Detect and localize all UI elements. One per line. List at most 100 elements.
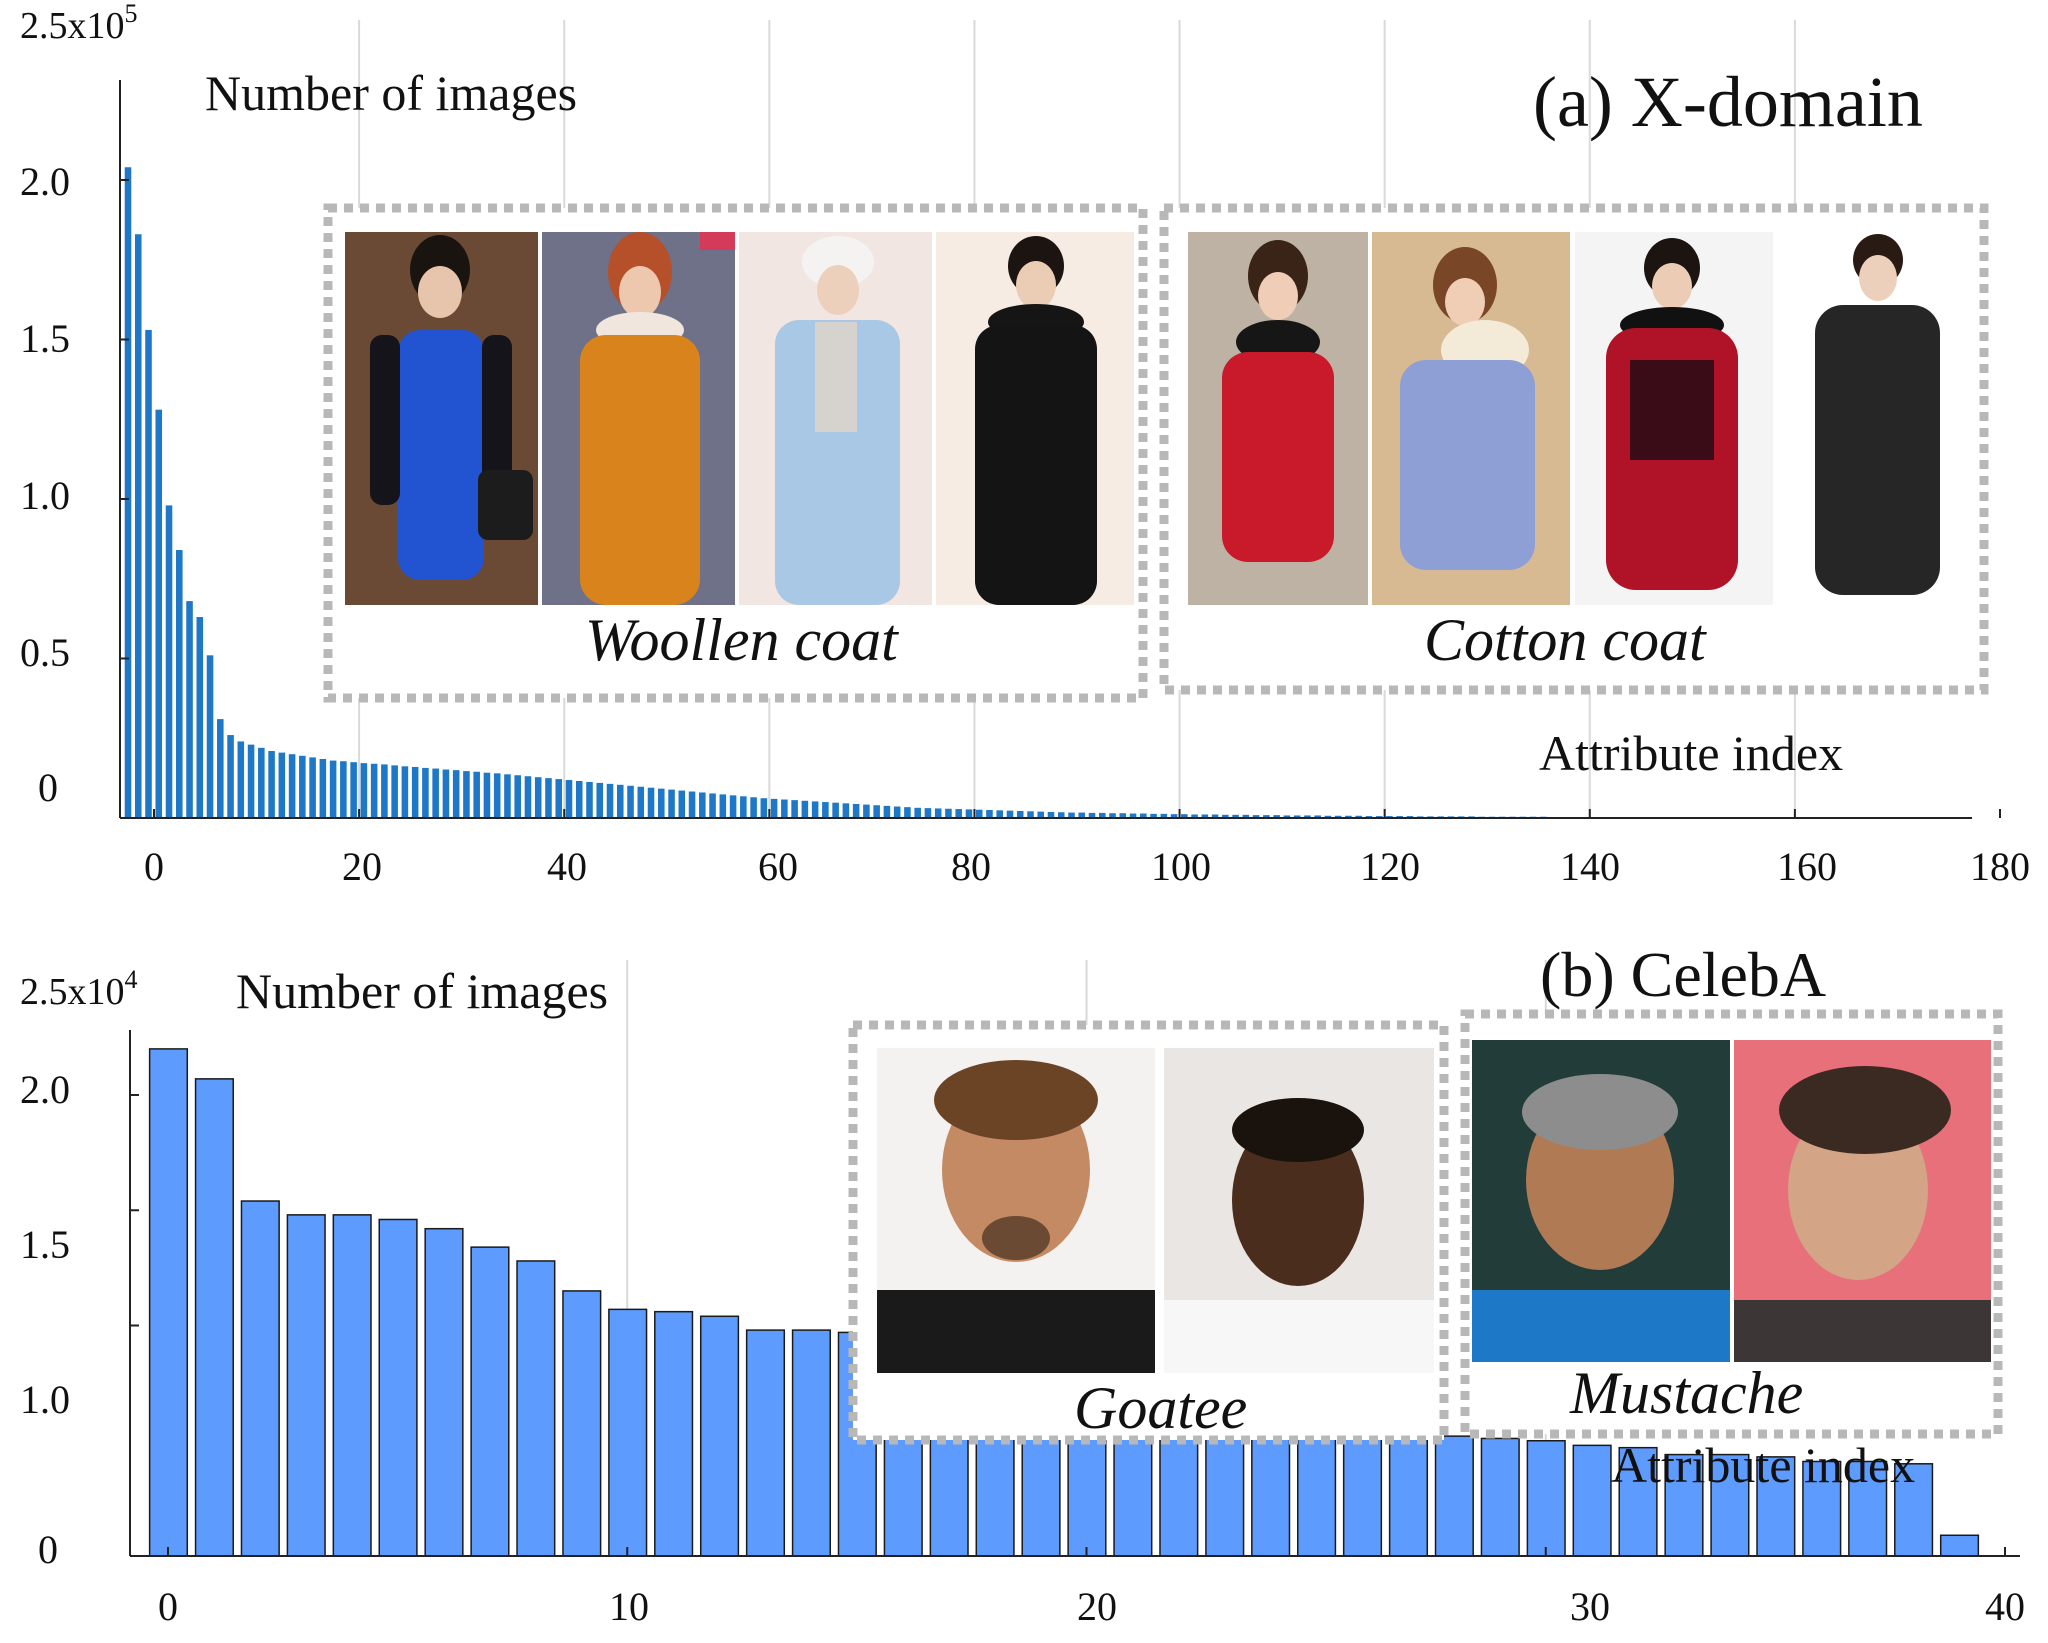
panel-b-bar [424,1227,464,1557]
panel-a-bar [1304,815,1311,818]
panel-a-bar [781,799,788,818]
panel-b-bar [148,1048,189,1557]
panel-a-bar [883,805,891,818]
light-blue-coat-photo [739,232,932,605]
panel-a-bar [986,810,993,818]
panel-a-title: (a) X-domain [1533,62,1923,142]
panel-a-bar [1263,815,1270,818]
cotton-coat-thumbnails [1188,232,1977,605]
panel-b-bar [1342,1426,1383,1557]
panel-a-x-tick-label: 40 [547,844,587,889]
panel-a-x-tick-label: 60 [758,844,798,889]
goatee-face-photo-2 [1164,1048,1434,1373]
panel-a-bar [1160,813,1168,818]
panel-a-bar [493,773,501,818]
red-black-coat-photo [1575,232,1773,605]
panel-a-x-tick-label: 100 [1151,844,1211,889]
panel-a-bar [678,790,686,818]
panel-a-bar [637,786,645,818]
panel-b-bar [745,1329,786,1557]
panel-a-bar [770,798,778,818]
panel-a-bar [206,655,214,818]
panel-a-bars [124,167,1957,819]
panel-a-bar [565,780,573,818]
panel-a-bar [627,785,634,818]
panel-a-bar [955,809,962,818]
panel-a-bar [699,792,706,818]
panel-a-x-tick-label: 0 [144,844,164,889]
panel-a-bar [176,550,183,818]
panel-a-bar [1201,814,1209,818]
panel-a-bar [268,751,275,818]
panel-a-x-tick-label: 20 [342,844,382,889]
mustache-face-photo-2 [1734,1040,1991,1362]
panel-a-bar [688,791,696,818]
panel-a-bar [616,784,624,818]
panel-a-bar [217,719,224,818]
panel-a-bar [832,802,839,818]
panel-b-y-axis-title: Number of images [236,963,608,1019]
panel-a-bar [401,766,409,818]
panel-a-bar [1211,814,1219,818]
panel-a-bar [606,783,614,818]
panel-b-celeba: 2.5x104 Number of images (b) CelebA Attr… [20,939,2025,1629]
panel-a-bar [1293,815,1301,818]
panel-a-bar [1037,811,1045,818]
panel-a-bar [1057,812,1065,818]
panel-a-bar [668,789,675,818]
panel-b-axes [129,1030,2020,1557]
panel-b-y-scale: 2.5x104 [20,965,138,1013]
panel-b-y-tick-labels: 2.0 1.5 1.0 0 [20,1067,70,1572]
panel-a-bar [1140,813,1147,818]
panel-a-bar [340,761,347,818]
panel-b-bar [1526,1440,1566,1557]
panel-a-bar [1088,812,1096,818]
panel-b-x-tick-label: 40 [1985,1584,2025,1629]
panel-a-y-tick-labels: 2.0 1.5 1.0 0.5 0 [20,159,70,810]
panel-a-bar [996,810,1003,818]
panel-a-bar [975,809,983,818]
panel-a-bar [1099,812,1106,818]
panel-a-bar [391,765,398,818]
panel-a-bar [360,763,368,818]
panel-a-bar [914,807,921,818]
panel-a-bar [1232,814,1239,818]
panel-a-bar [545,778,552,819]
woollen-coat-thumbnails [345,232,1134,605]
panel-b-bar [1434,1435,1474,1557]
panel-a-bar [575,781,583,818]
panel-a-bar [945,808,952,818]
panel-a-bar [186,601,193,818]
panel-b-x-tick-labels: 0 10 20 30 40 [158,1584,2025,1629]
panel-b-bar [608,1308,648,1557]
panel-a-bar [1222,814,1229,818]
panel-a-bar [504,774,511,818]
panel-a-bar [658,788,665,818]
panel-a-bar [329,760,337,818]
panel-a-x-tick-label: 140 [1560,844,1620,889]
panel-a-bar [791,800,798,818]
panel-b-x-tick-label: 30 [1570,1584,1610,1629]
panel-a-bar [155,409,163,818]
panel-a-bar [237,741,245,818]
panel-a-bar [1314,815,1321,818]
panel-a-bar [801,800,809,818]
panel-b-bar [699,1315,740,1557]
panel-a-bar [411,766,419,818]
panel-b-bar [378,1218,418,1557]
lavender-coat-photo [1372,232,1570,605]
panel-a-bar [852,803,860,818]
panel-a-bar [442,769,450,818]
panel-b-title: (b) CelebA [1540,939,1826,1010]
panel-a-bar [740,796,747,818]
panel-a-bar [422,767,429,818]
panel-a-y-tick-label: 0.5 [20,630,70,675]
panel-a-bar [1181,814,1188,818]
panel-a-bar [934,808,942,818]
red-padded-coat-photo [1188,232,1368,605]
panel-a-bar [1355,815,1362,818]
panel-a-bar [1252,815,1260,818]
panel-a-bar [483,772,491,818]
panel-a-y-scale: 2.5x105 [20,0,138,47]
panel-a-x-axis-title: Attribute index [1539,725,1843,781]
